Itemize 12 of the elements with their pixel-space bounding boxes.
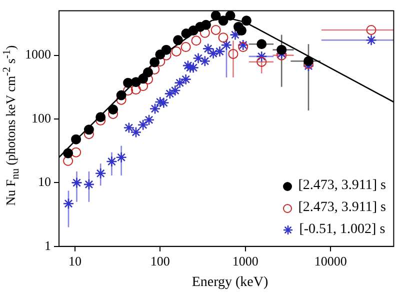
legend-label: [2.473, 3.911] s [298,177,386,195]
x-axis-title: Energy (keV) [190,275,270,291]
x-tick-label: 10000 [314,254,347,269]
legend-label: [-0.51, 1.002] s [299,221,386,239]
y-tick-label: 1 [44,238,51,253]
legend-label: [2.473, 3.911] s [298,199,386,217]
y-tick-label: 10 [38,174,51,190]
y-tick-label: 1000 [25,46,51,62]
y-tick-label: 100 [32,110,51,126]
x-tick-label: 100 [150,254,170,269]
x-tick-label: 1000 [232,254,258,269]
x-tick-label: 10 [68,254,82,269]
